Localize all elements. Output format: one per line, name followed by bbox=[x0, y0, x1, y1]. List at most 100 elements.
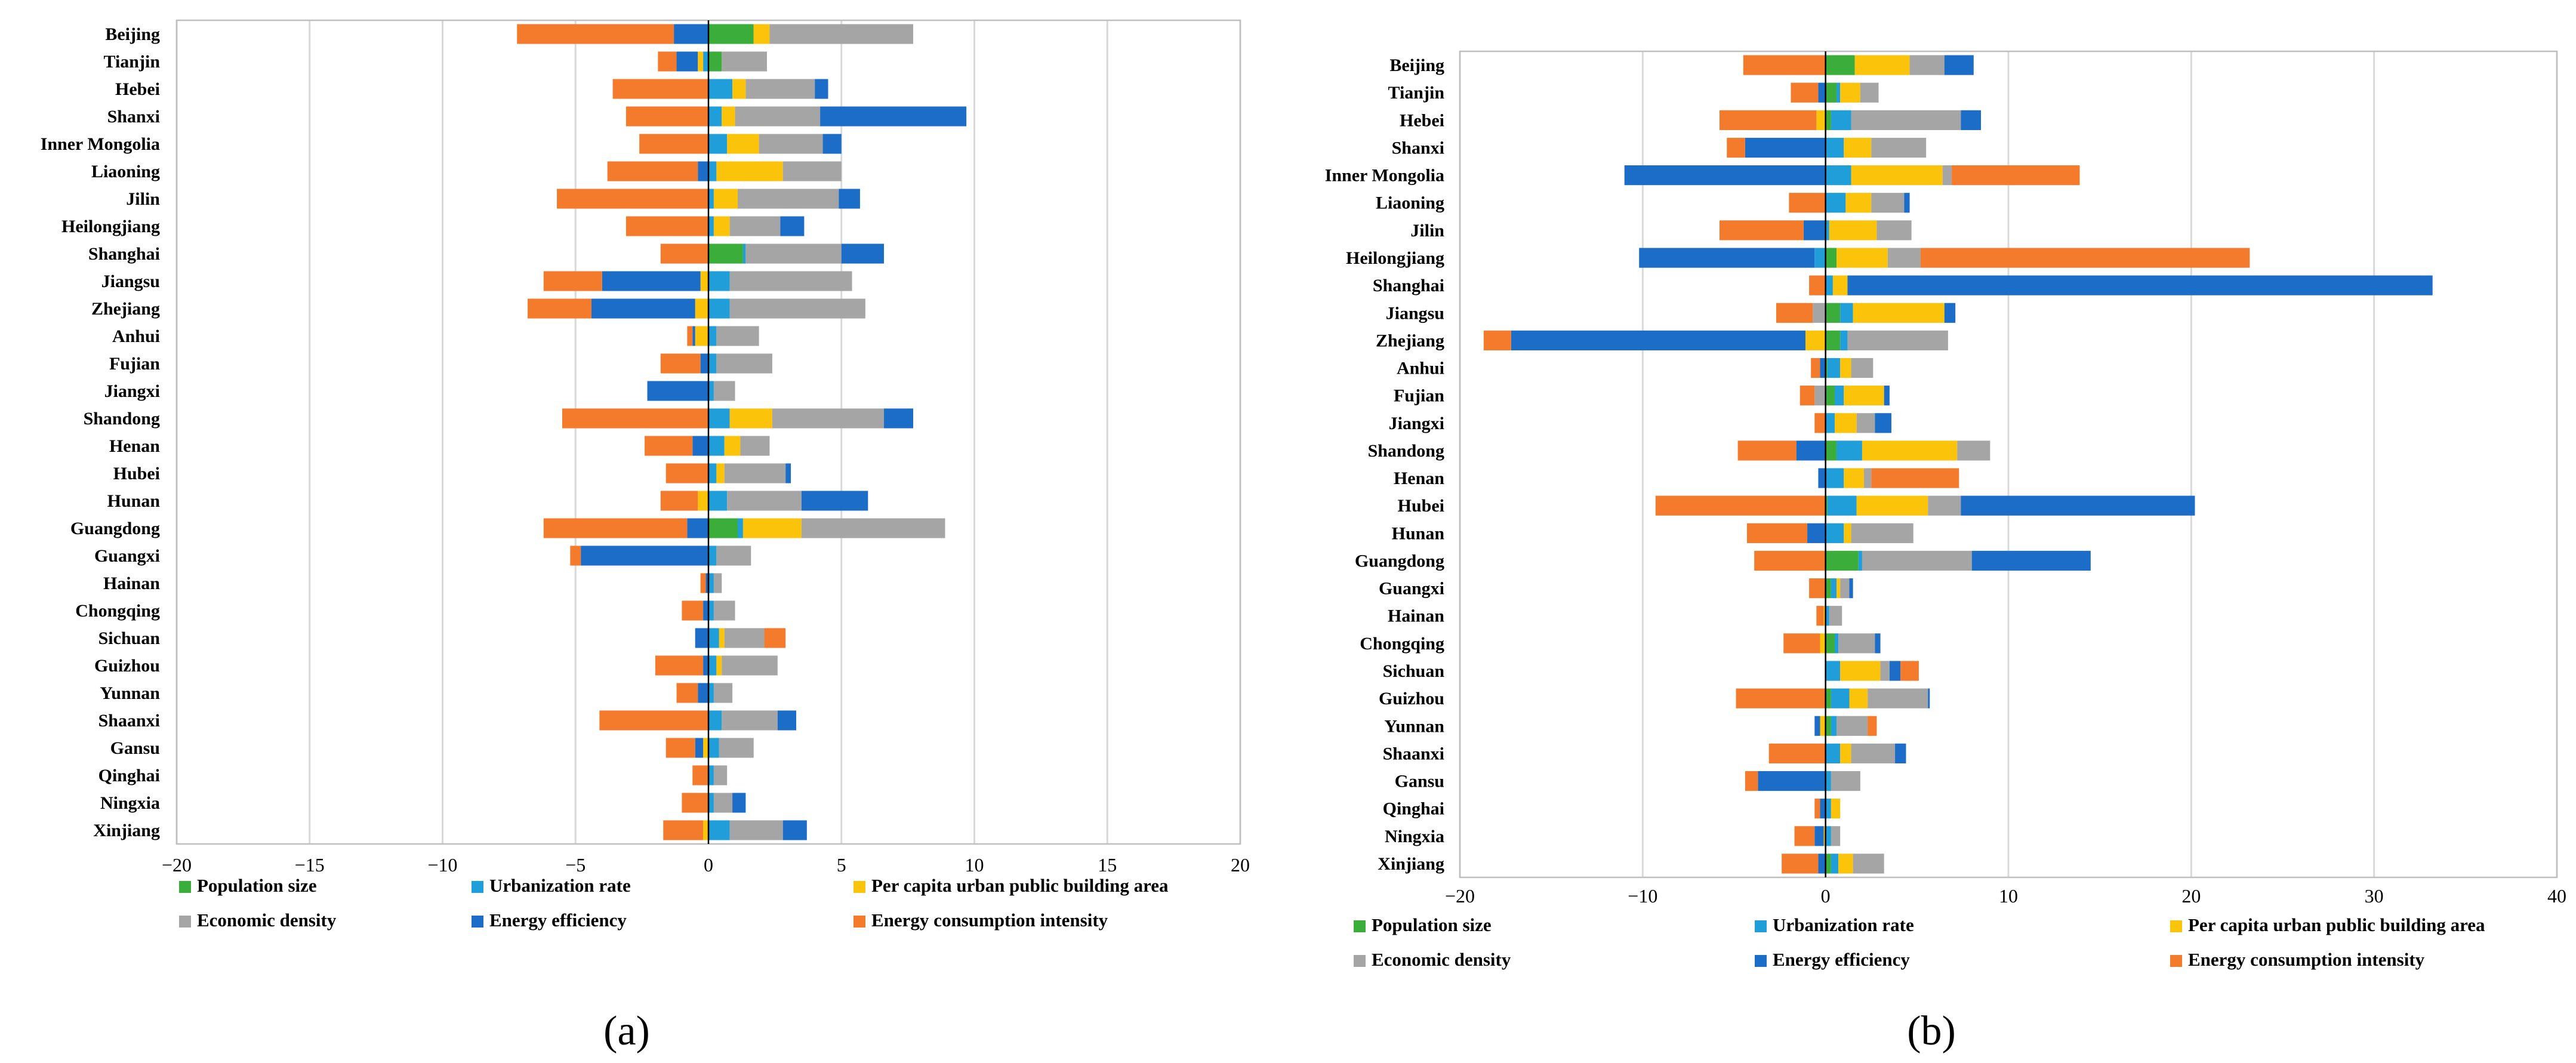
bar-heilongjiang-per-capita-urban-public-building-area bbox=[1837, 248, 1888, 268]
category-label-qinghai: Qinghai bbox=[1383, 799, 1444, 819]
bar-yunnan-economic-density bbox=[713, 683, 733, 703]
bar-yunnan-energy-consumption-intensity bbox=[1868, 716, 1877, 736]
bar-sichuan-energy-efficiency bbox=[695, 628, 708, 648]
bar-guizhou-per-capita-urban-public-building-area bbox=[1849, 688, 1868, 708]
bar-beijing-economic-density bbox=[769, 24, 914, 44]
x-tick-label: 5 bbox=[837, 854, 846, 876]
bar-guizhou-per-capita-urban-public-building-area bbox=[716, 655, 722, 676]
bar-shandong-energy-consumption-intensity bbox=[1737, 440, 1797, 461]
bar-hebei-energy-consumption-intensity bbox=[1719, 110, 1817, 130]
bar-shaanxi-energy-efficiency bbox=[1895, 743, 1906, 764]
bar-liaoning-energy-consumption-intensity bbox=[1789, 193, 1826, 213]
x-tick-label: 30 bbox=[2365, 885, 2384, 907]
panel-caption-b: (b) bbox=[1907, 1008, 1956, 1054]
category-label-hainan: Hainan bbox=[1388, 606, 1444, 626]
legend-label-economic-density: Economic density bbox=[1372, 949, 1511, 970]
bar-hebei-energy-efficiency bbox=[1961, 110, 1982, 130]
bar-sichuan-energy-consumption-intensity bbox=[764, 628, 786, 648]
bar-shanxi-economic-density bbox=[735, 106, 821, 127]
bar-hunan-energy-efficiency bbox=[801, 491, 868, 511]
bar-xinjiang-urbanization-rate bbox=[1831, 854, 1839, 874]
bar-inner-mongolia-economic-density bbox=[759, 134, 823, 154]
bar-guangdong-energy-consumption-intensity bbox=[1754, 550, 1826, 571]
category-label-ningxia: Ningxia bbox=[100, 793, 160, 813]
category-label-qinghai: Qinghai bbox=[98, 766, 160, 785]
bar-anhui-energy-consumption-intensity bbox=[687, 326, 693, 346]
bar-shanghai-population-size bbox=[708, 244, 743, 264]
bar-chongqing-per-capita-urban-public-building-area bbox=[1820, 633, 1826, 654]
bar-sichuan-energy-consumption-intensity bbox=[1900, 661, 1919, 681]
legend-swatch-energy-consumption-intensity bbox=[2170, 955, 2182, 967]
category-label-anhui: Anhui bbox=[112, 326, 160, 346]
bar-anhui-economic-density bbox=[1851, 358, 1874, 378]
bar-shanghai-energy-efficiency bbox=[841, 244, 885, 264]
category-label-hebei: Hebei bbox=[115, 79, 160, 99]
bar-zhejiang-economic-density bbox=[1847, 330, 1948, 351]
bar-shandong-energy-efficiency bbox=[1796, 440, 1826, 461]
legend-swatch-energy-efficiency bbox=[1755, 955, 1767, 967]
bar-ningxia-per-capita-urban-public-building-area bbox=[1823, 826, 1826, 846]
bar-ningxia-energy-efficiency bbox=[732, 793, 746, 813]
bar-guangdong-urbanization-rate bbox=[1858, 550, 1862, 571]
bar-ningxia-energy-consumption-intensity bbox=[682, 793, 708, 813]
bar-beijing-population-size bbox=[1825, 55, 1855, 75]
bar-qinghai-urbanization-rate bbox=[1825, 799, 1831, 819]
category-label-hubei: Hubei bbox=[1398, 496, 1444, 516]
bar-hebei-per-capita-urban-public-building-area bbox=[732, 79, 746, 99]
bar-henan-per-capita-urban-public-building-area bbox=[724, 436, 741, 456]
category-label-chongqing: Chongqing bbox=[75, 601, 160, 621]
bar-yunnan-per-capita-urban-public-building-area bbox=[1820, 716, 1826, 736]
legend-label-urbanization-rate: Urbanization rate bbox=[489, 875, 631, 896]
bar-anhui-per-capita-urban-public-building-area bbox=[1840, 358, 1851, 378]
bar-jiangsu-population-size bbox=[1825, 303, 1841, 323]
bar-jiangsu-urbanization-rate bbox=[1840, 303, 1853, 323]
bar-hunan-economic-density bbox=[727, 491, 802, 511]
bar-tianjin-economic-density bbox=[722, 51, 768, 72]
bar-sichuan-economic-density bbox=[724, 628, 765, 648]
bar-fujian-energy-efficiency bbox=[700, 353, 708, 374]
bar-hebei-economic-density bbox=[745, 79, 815, 99]
category-label-shanghai: Shanghai bbox=[1373, 276, 1444, 295]
bar-yunnan-urbanization-rate bbox=[708, 683, 714, 703]
bar-hubei-per-capita-urban-public-building-area bbox=[1856, 495, 1928, 516]
bar-shanxi-urbanization-rate bbox=[1825, 137, 1844, 158]
x-tick-label: −15 bbox=[295, 854, 325, 876]
bar-jilin-economic-density bbox=[1876, 220, 1912, 241]
bar-heilongjiang-population-size bbox=[1825, 248, 1837, 268]
bar-shandong-energy-efficiency bbox=[884, 408, 914, 429]
bar-shandong-per-capita-urban-public-building-area bbox=[729, 408, 772, 429]
bar-beijing-per-capita-urban-public-building-area bbox=[1854, 55, 1910, 75]
bar-ningxia-urbanization-rate bbox=[1825, 826, 1831, 846]
bar-hunan-energy-consumption-intensity bbox=[1746, 523, 1808, 543]
bar-liaoning-energy-efficiency bbox=[1904, 193, 1910, 213]
bar-jiangsu-per-capita-urban-public-building-area bbox=[700, 271, 708, 291]
legend-swatch-per-capita-urban-public-building-area bbox=[2170, 920, 2182, 932]
bar-guangxi-urbanization-rate bbox=[1831, 578, 1837, 599]
bar-guizhou-economic-density bbox=[1868, 688, 1928, 708]
bar-liaoning-per-capita-urban-public-building-area bbox=[716, 161, 783, 181]
legend-label-energy-consumption-intensity: Energy consumption intensity bbox=[871, 910, 1108, 930]
category-label-beijing: Beijing bbox=[1389, 56, 1444, 75]
bar-guizhou-energy-consumption-intensity bbox=[655, 655, 704, 676]
bar-shaanxi-energy-consumption-intensity bbox=[599, 710, 708, 731]
legend-label-energy-efficiency: Energy efficiency bbox=[489, 910, 627, 930]
bar-shandong-economic-density bbox=[772, 408, 885, 429]
category-label-guangdong: Guangdong bbox=[70, 519, 160, 538]
bar-henan-energy-consumption-intensity bbox=[645, 436, 693, 456]
bar-henan-per-capita-urban-public-building-area bbox=[1844, 468, 1864, 488]
bar-inner-mongolia-energy-efficiency bbox=[822, 134, 842, 154]
bar-anhui-energy-efficiency bbox=[1820, 358, 1826, 378]
bar-zhejiang-per-capita-urban-public-building-area bbox=[695, 298, 708, 319]
bar-beijing-energy-efficiency bbox=[1944, 55, 1974, 75]
bar-chongqing-energy-consumption-intensity bbox=[1783, 633, 1820, 654]
bar-sichuan-per-capita-urban-public-building-area bbox=[1840, 661, 1881, 681]
bar-henan-energy-consumption-intensity bbox=[1871, 468, 1959, 488]
bar-gansu-energy-efficiency bbox=[1758, 771, 1826, 791]
category-label-liaoning: Liaoning bbox=[91, 162, 160, 181]
bar-tianjin-per-capita-urban-public-building-area bbox=[698, 51, 704, 72]
bar-tianjin-population-size bbox=[708, 51, 722, 72]
bar-chongqing-energy-efficiency bbox=[703, 600, 708, 621]
category-label-hainan: Hainan bbox=[103, 574, 160, 593]
bar-yunnan-energy-consumption-intensity bbox=[676, 683, 698, 703]
category-label-hunan: Hunan bbox=[1392, 523, 1445, 543]
